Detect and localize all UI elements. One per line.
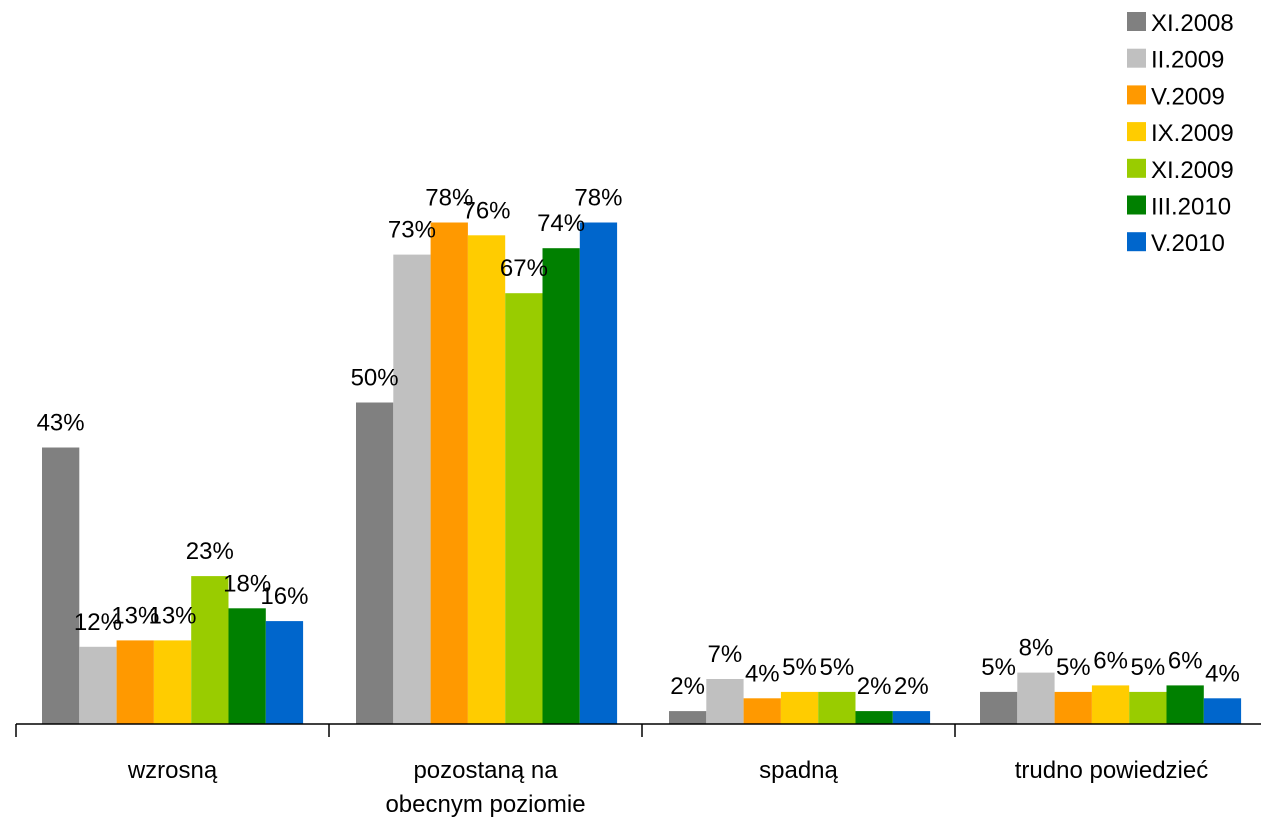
x-tick-label: pozostaną na — [413, 757, 558, 784]
bar — [669, 711, 707, 724]
data-label: 78% — [425, 185, 473, 212]
legend-swatch — [1127, 232, 1146, 252]
bar — [393, 254, 431, 724]
data-label: 67% — [500, 255, 548, 282]
data-label: 4% — [1205, 660, 1240, 687]
bar — [191, 576, 229, 724]
bar — [1166, 685, 1204, 724]
bar — [42, 447, 80, 724]
data-label: 78% — [574, 185, 622, 212]
legend-label: II.2009 — [1151, 47, 1224, 74]
data-label: 16% — [260, 583, 308, 610]
bar — [467, 235, 506, 725]
data-label: 50% — [351, 365, 399, 392]
x-axis — [15, 723, 1261, 737]
bar — [1203, 698, 1242, 724]
bar — [265, 621, 304, 724]
data-label: 6% — [1093, 647, 1128, 674]
legend-label: III.2010 — [1151, 194, 1231, 221]
bar — [542, 248, 580, 724]
legend-swatch — [1127, 12, 1146, 31]
bar — [228, 608, 266, 724]
x-tick-label: trudno powiedzieć — [1015, 757, 1208, 784]
legend-label: XI.2008 — [1151, 10, 1234, 37]
legend-label: IX.2009 — [1151, 120, 1234, 147]
bar — [116, 640, 154, 724]
bar — [505, 293, 543, 724]
legend-swatch — [1127, 158, 1146, 178]
bar — [1129, 691, 1167, 724]
bar — [855, 711, 893, 724]
value-labels-group: 43%12%13%13%23%18%16%50%73%78%76%67%74%7… — [37, 185, 1240, 701]
data-label: 23% — [186, 538, 234, 565]
data-label: 12% — [74, 609, 122, 636]
data-label: 43% — [37, 410, 85, 437]
bar — [780, 691, 819, 724]
legend-swatch — [1127, 195, 1146, 215]
data-label: 5% — [1056, 654, 1091, 681]
bar — [79, 646, 117, 724]
legend: XI.2008 II.2009 V.2009 IX.2009 XI.2009 III.20… — [1127, 10, 1234, 257]
category-labels-group: wzrosną pozostaną na obecnym poziomie spadn… — [127, 757, 1208, 817]
data-label: 5% — [782, 654, 817, 681]
legend-label: XI.2009 — [1151, 157, 1234, 184]
bar — [153, 640, 192, 724]
x-tick-label: spadną — [759, 757, 838, 784]
bar — [356, 402, 394, 724]
bar — [430, 222, 468, 724]
data-label: 76% — [462, 197, 510, 224]
x-tick-label: obecnym poziomie — [385, 791, 585, 817]
bar — [743, 698, 781, 724]
bar — [892, 711, 931, 724]
data-label: 2% — [670, 673, 705, 700]
data-label: 2% — [857, 673, 892, 700]
data-label: 7% — [708, 641, 743, 668]
bar — [1017, 672, 1055, 724]
bar — [706, 679, 744, 724]
data-label: 13% — [111, 602, 159, 629]
data-label: 18% — [223, 570, 271, 597]
legend-swatch — [1127, 85, 1146, 105]
bar — [818, 691, 856, 724]
data-label: 4% — [745, 660, 780, 687]
data-label: 2% — [894, 673, 929, 700]
data-label: 8% — [1019, 635, 1054, 662]
data-label: 5% — [981, 654, 1016, 681]
bar — [980, 691, 1018, 724]
bar — [1054, 691, 1092, 724]
bar — [579, 222, 618, 724]
data-label: 5% — [1131, 654, 1166, 681]
legend-swatch — [1127, 48, 1146, 68]
x-tick-label: wzrosną — [127, 757, 218, 784]
bar — [1091, 685, 1130, 724]
legend-label: V.2009 — [1151, 83, 1225, 110]
data-label: 74% — [537, 210, 585, 237]
data-label: 5% — [820, 654, 855, 681]
data-label: 6% — [1168, 647, 1203, 674]
legend-label: V.2010 — [1151, 230, 1225, 257]
data-label: 73% — [388, 217, 436, 244]
data-label: 13% — [148, 602, 196, 629]
legend-swatch — [1127, 122, 1146, 142]
bars-group — [42, 222, 1242, 725]
